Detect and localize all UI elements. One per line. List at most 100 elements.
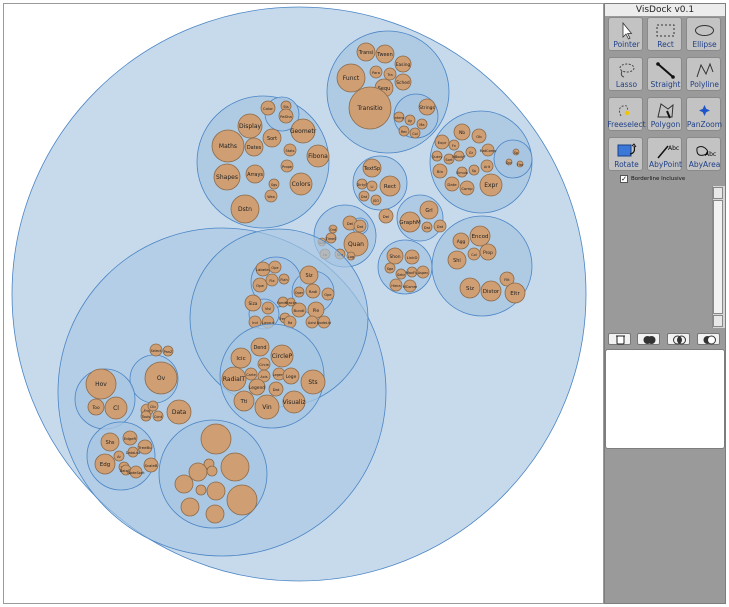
scroll-up-button[interactable] (713, 187, 723, 199)
leaf-circle[interactable] (175, 475, 193, 493)
leaf-label: Data (172, 409, 187, 416)
leaf-label: Encod (472, 234, 489, 240)
visdock-toolbar-panel: VisDock v0.1 Pointer Rect Ellipse Lasso Stra… (604, 3, 726, 604)
leaf-label: Siza (248, 301, 257, 307)
leaf-label: Vin (262, 404, 272, 411)
pointer-tool-button[interactable]: Pointer (608, 17, 643, 51)
leaf-label: Arrays (247, 172, 263, 178)
clear-query-button[interactable] (608, 333, 631, 345)
leaf-label: LinkD (407, 255, 418, 260)
scroll-down-button[interactable] (713, 315, 723, 327)
leaf-label: Pie (313, 308, 320, 314)
tool-label: Pointer (606, 40, 647, 49)
tool-label: Straight (645, 80, 686, 89)
leaf-label: Prope (282, 165, 292, 169)
leaf-label: Visualiz (283, 399, 306, 406)
leaf-label: Eltr (510, 291, 520, 297)
leaf-label: Interp (394, 116, 405, 120)
annotate-by-area-icon: Abc (687, 140, 722, 160)
not-query-button[interactable] (697, 333, 720, 345)
leaf-label: Ma (419, 123, 424, 127)
tool-label: Polyline (684, 80, 725, 89)
tool-label: Polygon (645, 120, 686, 129)
lasso-tool-button[interactable]: Lasso (608, 57, 643, 91)
straight-tool-button[interactable]: Straight (647, 57, 682, 91)
panzoom-tool-button[interactable]: PanZoom (686, 97, 721, 131)
leaf-circle[interactable] (181, 498, 199, 516)
leaf-label: Lege (286, 374, 297, 380)
polygon-tool-button[interactable]: Polygon (647, 97, 682, 131)
leaf-label: Transitio (356, 105, 383, 112)
visualization-canvas[interactable]: Transi Tween Easing Para Tra Funct Sequ Sched Tr… (3, 3, 604, 604)
straight-line-icon (648, 60, 683, 80)
leaf-label: Ar (117, 455, 121, 459)
leaf-label: Del (347, 221, 353, 226)
leaf-circle[interactable] (221, 453, 249, 481)
and-query-icon (638, 334, 661, 346)
leaf-label: Grl (425, 208, 432, 214)
leaf-label: Display (239, 123, 262, 130)
leaf-label: Col (412, 132, 418, 136)
leaf-circle[interactable] (227, 485, 257, 515)
leaf-label: DataList (126, 451, 141, 455)
leaf-label: Sp (472, 169, 477, 173)
circle-packing-chart[interactable]: Transi Tween Easing Para Tra Funct Sequ Sched Tr… (4, 4, 603, 603)
rect-tool-button[interactable]: Rect (647, 17, 682, 51)
leaf-label: Ope (271, 266, 278, 270)
leaf-label: Ope (324, 293, 331, 297)
polyline-tool-button[interactable]: Polyline (686, 57, 721, 91)
leaf-label: Visi (265, 307, 271, 311)
leaf-label: Quan (348, 241, 364, 248)
package-circle[interactable] (494, 140, 532, 178)
freeselect-tool-button[interactable]: Freeselect (608, 97, 643, 131)
leaf-label: Sort (267, 136, 277, 142)
or-query-button[interactable] (667, 333, 690, 345)
rectangle-select-icon (648, 20, 683, 40)
abypoint-tool-button[interactable]: Abc AbyPoint (647, 137, 682, 171)
query-results-box[interactable] (605, 349, 725, 449)
leaf-label: Bin (437, 169, 444, 174)
leaf-label: Ob (476, 134, 482, 139)
leaf-circle[interactable] (189, 463, 207, 481)
borderline-inclusive-checkbox[interactable]: ✓ (620, 175, 628, 183)
leaf-label: Tti (239, 399, 248, 405)
borderline-inclusive-label: Borderline Inclusive (631, 175, 685, 183)
leaf-circle[interactable] (207, 466, 217, 476)
leaf-label: Too (91, 405, 100, 411)
leaf-label: RadialT (223, 376, 246, 383)
leaf-circle[interactable] (207, 482, 225, 500)
leaf-label: Color (263, 106, 273, 111)
leaf-circle[interactable] (196, 485, 206, 495)
ellipse-tool-button[interactable]: Ellipse (686, 17, 721, 51)
panzoom-icon (687, 100, 722, 120)
leaf-label: Siz (466, 286, 474, 292)
query-list-area (608, 187, 721, 327)
scrollbar-thumb[interactable] (713, 200, 723, 314)
and-query-button[interactable] (637, 333, 660, 345)
leaf-label: Fn (452, 144, 456, 148)
leaf-label: DirtyS (357, 183, 369, 187)
leaf-label: Distor (483, 289, 500, 295)
leaf-label: Labeler (256, 267, 271, 272)
leaf-label: Filt (504, 277, 510, 282)
leaf-label: Maths (219, 143, 237, 150)
leaf-label: Hiera (391, 284, 400, 288)
rotate-tool-button[interactable]: Rotate (608, 137, 643, 171)
leaf-label: Comp (461, 186, 473, 191)
leaf-label: Dat (424, 226, 431, 230)
leaf-label: TimeS (325, 237, 338, 241)
leaf-label: Tools (141, 415, 151, 419)
leaf-label: Sebr (397, 273, 406, 277)
leaf-label: Sts (283, 105, 289, 109)
leaf-label: Rect (384, 184, 397, 190)
leaf-label: Nb (459, 130, 465, 136)
leaf-circle[interactable] (201, 424, 231, 454)
leaf-label: Dates (247, 145, 262, 151)
leaf-label: Sgs (271, 183, 277, 187)
leaf-label: Legend (249, 385, 265, 391)
tool-label: AbyPoint (645, 160, 686, 169)
leaf-label: Sp (514, 151, 519, 155)
leaf-label: Dend (253, 345, 266, 351)
abyarea-tool-button[interactable]: Abc AbyArea (686, 137, 721, 171)
leaf-circle[interactable] (206, 505, 224, 523)
